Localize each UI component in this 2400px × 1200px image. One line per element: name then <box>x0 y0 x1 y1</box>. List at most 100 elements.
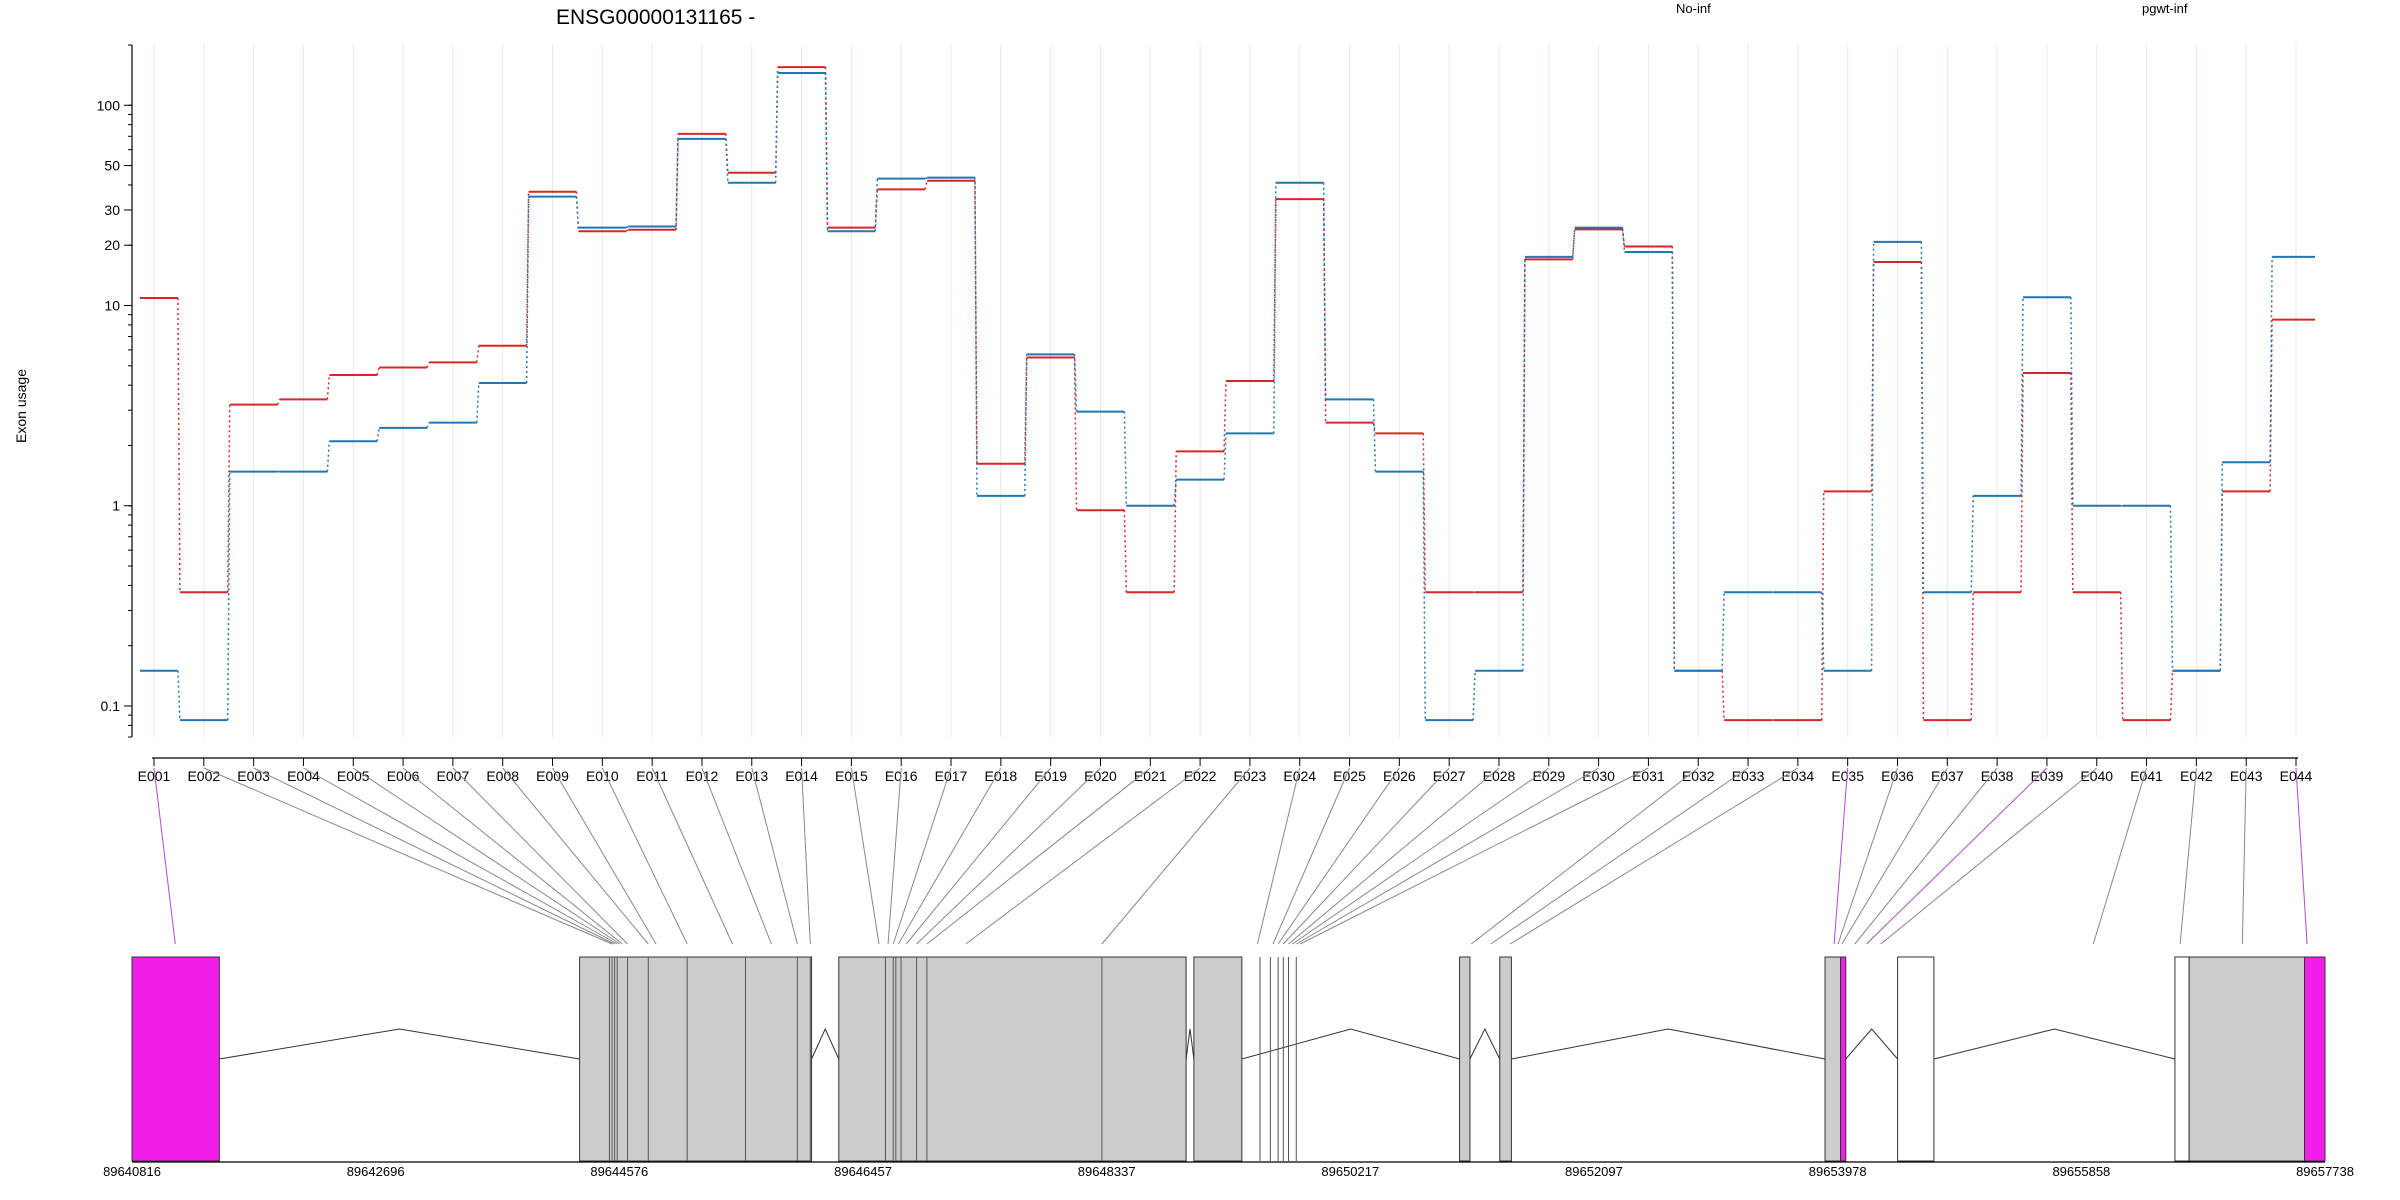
legend-no-inf: No-inf <box>1676 1 1711 16</box>
series-transition <box>426 362 430 368</box>
exon-connectors <box>153 767 2308 945</box>
x-tick-label: E032 <box>1682 768 1715 784</box>
y-tick-label: 10 <box>104 298 120 314</box>
series-transition <box>974 177 978 496</box>
series-transition <box>525 196 530 384</box>
series-transition <box>1870 241 1875 671</box>
x-tick-label: E015 <box>835 768 868 784</box>
series-transition <box>1920 261 1925 721</box>
x-tick-label: E031 <box>1632 768 1665 784</box>
series-transition <box>1322 182 1327 400</box>
exon-connector <box>892 767 952 945</box>
series-transition <box>1970 592 1974 721</box>
series-transition <box>1522 259 1526 593</box>
x-tick-label: E035 <box>1831 768 1864 784</box>
genomic-tick-label: 89657738 <box>2296 1164 2354 1179</box>
exon-block <box>2174 956 2190 1162</box>
exon-connector <box>1837 767 1898 945</box>
series-transition <box>2020 297 2024 496</box>
exon-connector <box>2092 767 2148 945</box>
exon-connector <box>965 767 1201 945</box>
genomic-tick-label: 89648337 <box>1078 1164 1136 1179</box>
x-tick-label: E027 <box>1433 768 1466 784</box>
x-tick-label: E005 <box>337 768 370 784</box>
series-transition <box>1023 354 1028 496</box>
legend-pgwt-inf: pgwt-inf <box>2142 1 2188 16</box>
exon-connector <box>701 767 772 945</box>
exon-connector <box>916 767 1101 945</box>
exon-connector <box>1299 767 1649 945</box>
series-transition <box>2119 592 2124 721</box>
x-tick-label: E021 <box>1134 768 1167 784</box>
x-tick-label: E012 <box>686 768 719 784</box>
series-transition <box>177 298 181 593</box>
series-transition <box>1372 399 1377 472</box>
x-tick-label: E030 <box>1582 768 1615 784</box>
series-transition <box>625 225 629 229</box>
x-tick-label: E010 <box>586 768 619 784</box>
exon-connector <box>887 767 902 945</box>
series-transition <box>974 180 978 464</box>
exon-connector <box>2241 767 2247 945</box>
exon-connector <box>751 767 798 945</box>
x-tick-label: E008 <box>486 768 519 784</box>
series-transition <box>2020 373 2024 593</box>
series-transition <box>2269 256 2273 463</box>
series-transition <box>1173 479 1177 506</box>
x-tick-label: E024 <box>1283 768 1316 784</box>
vertical-gridlines <box>153 45 2297 737</box>
series-transition <box>1123 510 1128 593</box>
exon-block <box>838 956 1187 1162</box>
series-transition <box>226 404 231 593</box>
exon-connector <box>2179 767 2197 945</box>
exon-connector <box>352 767 621 945</box>
series-transition <box>1970 495 1974 593</box>
exon-connector <box>1282 767 1450 945</box>
series-transition <box>1621 227 1626 253</box>
exon-connector <box>2295 767 2308 945</box>
y-tick-label: 1 <box>112 498 120 514</box>
x-tick-label: E004 <box>287 768 320 784</box>
x-tick-label: E003 <box>237 768 270 784</box>
y-tick-label: 100 <box>97 97 121 113</box>
series-transition <box>376 367 380 376</box>
exon-connector <box>1292 767 1550 945</box>
y-tick-label: 30 <box>104 202 120 218</box>
exon-block <box>1193 956 1243 1162</box>
series-transition <box>924 180 928 190</box>
exon-connector <box>402 767 623 945</box>
series-transition <box>426 422 430 429</box>
series-transition <box>1422 471 1427 721</box>
series-transition <box>525 191 530 346</box>
x-tick-label: E026 <box>1383 768 1416 784</box>
exon-connector <box>1854 767 1998 945</box>
series-transition <box>476 383 480 423</box>
series-transition <box>2219 462 2224 671</box>
x-tick-label: E017 <box>935 768 968 784</box>
x-tick-label: E038 <box>1981 768 2014 784</box>
x-tick-label: E018 <box>984 768 1017 784</box>
exon-connector <box>502 767 649 945</box>
x-tick-label: E042 <box>2180 768 2213 784</box>
exon-block <box>1840 956 1847 1162</box>
genomic-tick-label: 89644576 <box>590 1164 648 1179</box>
series-transition <box>1920 241 1925 593</box>
exon-connector <box>1296 767 1599 945</box>
x-tick-label: E036 <box>1881 768 1914 784</box>
gene-model: 89640816 89642696 89644576 89646457 89648337… <box>103 956 2354 1179</box>
series-transition <box>824 72 829 232</box>
chart-title: ENSG00000131165 - <box>556 6 755 29</box>
series-transition <box>177 670 181 721</box>
exon-block <box>131 956 220 1162</box>
series-transition <box>1821 491 1825 721</box>
exon-connector <box>926 767 1151 945</box>
series-transition <box>1870 261 1875 492</box>
series-transition <box>1372 422 1377 434</box>
exon-connector <box>1277 767 1400 945</box>
intron-line <box>1933 1028 2176 1060</box>
genomic-tick-label: 89646457 <box>834 1164 892 1179</box>
series-lines <box>140 66 2315 722</box>
x-tick-label: E011 <box>636 768 668 784</box>
series-transition <box>1273 199 1277 381</box>
